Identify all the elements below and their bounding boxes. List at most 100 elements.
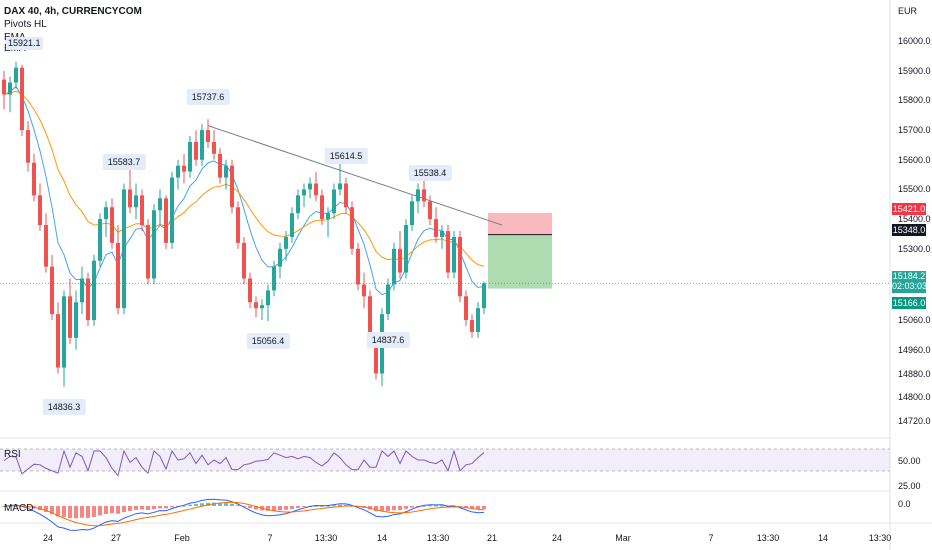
candle-body bbox=[110, 207, 114, 243]
macd-histogram-bar bbox=[134, 506, 138, 510]
macd-histogram-bar bbox=[194, 504, 198, 506]
candle-body bbox=[86, 278, 90, 321]
macd-histogram-bar bbox=[2, 506, 6, 507]
macd-histogram-bar bbox=[182, 505, 186, 507]
macd-histogram-bar bbox=[374, 506, 378, 512]
macd-histogram-bar bbox=[404, 506, 408, 509]
time-tick-label: 14 bbox=[817, 533, 829, 543]
candle-body bbox=[458, 236, 462, 297]
candle-body bbox=[44, 225, 48, 267]
candle-body bbox=[32, 162, 36, 196]
candle-body bbox=[254, 302, 258, 309]
macd-histogram-bar bbox=[92, 506, 96, 518]
macd-histogram-bar bbox=[170, 506, 174, 508]
macd-histogram-bar bbox=[248, 506, 252, 509]
macd-label[interactable]: MACD bbox=[4, 503, 34, 514]
candle-body bbox=[140, 195, 144, 226]
pivot-low-label: 14837.6 bbox=[366, 332, 410, 349]
trend-line bbox=[207, 125, 503, 226]
pivot-high-label: 15583.7 bbox=[102, 153, 146, 170]
candle-body bbox=[272, 266, 276, 291]
macd-histogram-bar bbox=[320, 505, 324, 507]
macd-histogram-bar bbox=[68, 506, 72, 519]
candle-body bbox=[416, 189, 420, 202]
time-tick-label: 14 bbox=[376, 533, 388, 543]
current-price-value: 15184.2 bbox=[892, 271, 926, 281]
candle-body bbox=[398, 248, 402, 273]
candle-body bbox=[356, 248, 360, 285]
price-tick-label: 15600.0 bbox=[898, 154, 931, 165]
candle-body bbox=[464, 296, 468, 321]
candle-body bbox=[98, 219, 102, 261]
candle-body bbox=[434, 219, 438, 237]
time-tick-label: 13:30 bbox=[314, 533, 338, 543]
candle-body bbox=[206, 130, 210, 142]
time-tick-label: 24 bbox=[551, 533, 563, 543]
pivots-indicator-label[interactable]: Pivots HL bbox=[4, 19, 47, 30]
candle-body bbox=[116, 242, 120, 309]
candle-body bbox=[350, 207, 354, 249]
rsi-label[interactable]: RSI bbox=[4, 449, 21, 460]
macd-histogram-bar bbox=[410, 506, 414, 508]
candle-body bbox=[290, 213, 294, 237]
price-tick-label: 15900.0 bbox=[898, 65, 931, 76]
candle-body bbox=[236, 207, 240, 243]
candle-body bbox=[338, 183, 342, 190]
candle-body bbox=[422, 189, 426, 202]
time-tick-label: 13:30 bbox=[868, 533, 892, 543]
candle-body bbox=[104, 207, 108, 220]
candle-body bbox=[248, 278, 252, 303]
candle-body bbox=[2, 79, 6, 95]
candle-body bbox=[392, 248, 396, 285]
macd-histogram-bar bbox=[236, 505, 240, 507]
price-tick-label: 14960.0 bbox=[898, 344, 931, 355]
price-tick-label: 14800.0 bbox=[898, 392, 931, 403]
pivot-high-label: 15538.4 bbox=[408, 165, 452, 182]
time-tick-label: 24 bbox=[42, 533, 54, 543]
macd-histogram-bar bbox=[74, 506, 78, 519]
macd-histogram-bar bbox=[158, 506, 162, 509]
candle-body bbox=[326, 213, 330, 220]
candle-body bbox=[374, 337, 378, 374]
candle-body bbox=[242, 242, 246, 279]
rsi-tick-50: 50.00 bbox=[898, 456, 921, 466]
macd-histogram-bar bbox=[188, 504, 192, 506]
price-tick-label: 15060.0 bbox=[898, 315, 931, 326]
macd-histogram-bar bbox=[230, 503, 234, 506]
candle-body bbox=[344, 183, 348, 208]
current-price-tag: 15184.2 02:03:03 bbox=[892, 271, 927, 293]
time-tick-label: 13:30 bbox=[426, 533, 450, 543]
candle-body bbox=[386, 284, 390, 315]
candle-body bbox=[134, 195, 138, 208]
macd-histogram-bar bbox=[164, 506, 168, 509]
pivot-label-overlap: 15921.1 bbox=[6, 37, 43, 50]
time-tick-label: 27 bbox=[110, 533, 122, 543]
candle-body bbox=[332, 189, 336, 214]
macd-histogram-bar bbox=[380, 506, 384, 512]
symbol-title[interactable]: DAX 40, 4h, CURRENCYCOM bbox=[4, 6, 142, 17]
candle-body bbox=[14, 67, 18, 83]
candle-body bbox=[470, 320, 474, 332]
price-tick-label: 15700.0 bbox=[898, 125, 931, 136]
time-tick-label: 13:30 bbox=[756, 533, 780, 543]
time-tick-label: 7 bbox=[708, 533, 714, 543]
price-tick-label: 14720.0 bbox=[898, 416, 931, 426]
candle-body bbox=[308, 183, 312, 190]
price-tick-label: 15400.0 bbox=[898, 214, 931, 225]
macd-histogram-bar bbox=[284, 506, 288, 510]
macd-histogram-bar bbox=[242, 506, 246, 507]
candle-body bbox=[230, 165, 234, 208]
macd-histogram-bar bbox=[218, 502, 222, 506]
candle-body bbox=[200, 130, 204, 160]
macd-histogram-bar bbox=[200, 503, 204, 506]
candle-body bbox=[158, 198, 162, 211]
candle-body bbox=[50, 266, 54, 315]
macd-histogram-bar bbox=[398, 506, 402, 510]
candle-body bbox=[26, 130, 30, 163]
macd-histogram-bar bbox=[110, 506, 114, 514]
candle-body bbox=[74, 302, 78, 338]
candle-body bbox=[404, 225, 408, 273]
macd-histogram-bar bbox=[470, 506, 474, 509]
